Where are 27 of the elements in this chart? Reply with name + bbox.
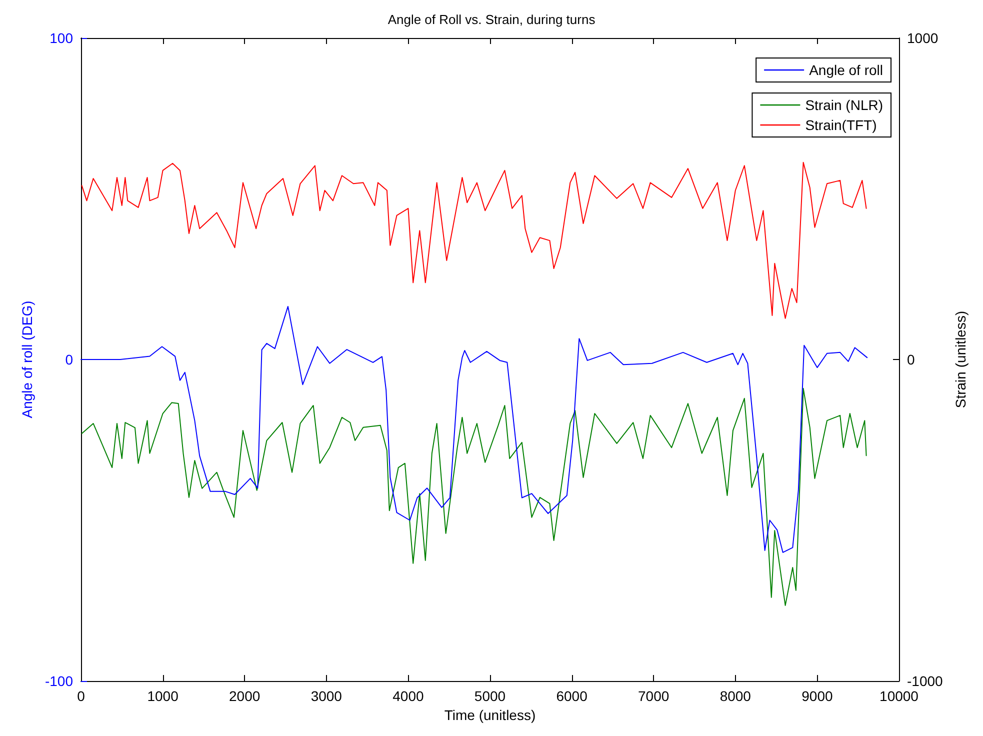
x-tick-label: 1000 xyxy=(147,688,179,704)
y-tick-label: 0 xyxy=(65,352,74,368)
x-tick-label: 10000 xyxy=(880,688,919,704)
legend-label: Strain (NLR) xyxy=(805,97,884,113)
x-tick-label: 8000 xyxy=(720,688,752,704)
x-tick-label: 4000 xyxy=(392,688,424,704)
legend-label: Angle of roll xyxy=(809,62,884,78)
x-tick-label: 6000 xyxy=(556,688,588,704)
legend-label: Strain(TFT) xyxy=(805,117,877,133)
x-tick-label: 7000 xyxy=(638,688,670,704)
x-tick-label: 2000 xyxy=(229,688,260,704)
line-series xyxy=(81,388,867,606)
y2-tick-label: 0 xyxy=(907,352,915,368)
x-tick-label: 9000 xyxy=(802,688,833,704)
y2-axis-title: Strain (unitless) xyxy=(952,310,969,408)
x-tick-label: 3000 xyxy=(310,688,342,704)
y2-tick-label: 1000 xyxy=(907,30,938,46)
line-series xyxy=(80,306,868,553)
y-axis-title: Angle of roll (DEG) xyxy=(19,300,36,418)
y2-tick-label: -1000 xyxy=(907,673,944,689)
y-tick-label: 100 xyxy=(50,30,74,46)
x-tick-label: 5000 xyxy=(474,688,506,704)
chart-title: Angle of Roll vs. Strain, during turns xyxy=(388,12,596,27)
y-tick-label: -100 xyxy=(44,673,74,689)
x-tick-label: 0 xyxy=(77,688,86,704)
x-axis-title: Time (unitless) xyxy=(444,706,536,723)
line-series xyxy=(81,162,867,319)
